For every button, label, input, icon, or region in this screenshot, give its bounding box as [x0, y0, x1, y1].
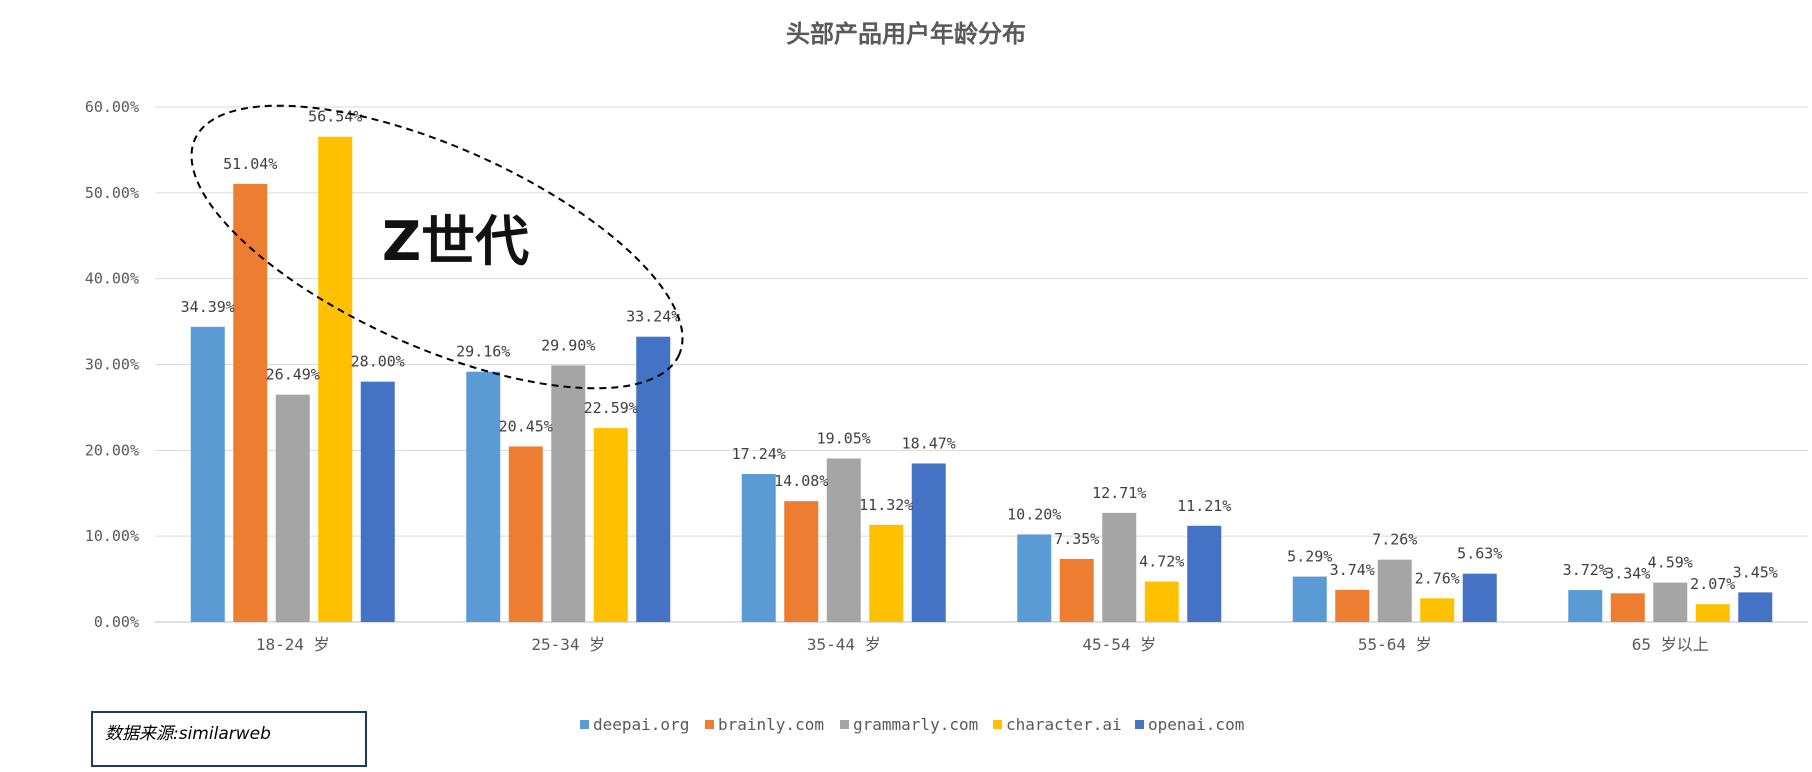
data-label: 3.45% — [1733, 563, 1778, 581]
z-generation-annotation: Z世代 — [382, 210, 529, 273]
legend-label: brainly.com — [718, 715, 824, 734]
data-label: 29.16% — [456, 343, 510, 361]
data-label: 5.29% — [1287, 548, 1332, 566]
bar-brainly-com — [508, 446, 543, 622]
data-label: 33.24% — [626, 308, 680, 326]
bar-openai-com — [1738, 592, 1773, 622]
bar-grammarly-com — [826, 458, 861, 622]
bar-grammarly-com — [1102, 512, 1137, 622]
data-label: 3.74% — [1330, 561, 1375, 579]
data-label: 4.72% — [1139, 552, 1184, 570]
bar-grammarly-com — [551, 365, 586, 622]
y-tick-label: 50.00% — [85, 184, 139, 202]
data-label: 2.07% — [1690, 575, 1735, 593]
bar-openai-com — [636, 336, 671, 622]
data-label: 14.08% — [774, 472, 828, 490]
bar-openai-com — [911, 463, 946, 622]
y-tick-label: 10.00% — [85, 527, 139, 545]
bar-deepai-org — [1017, 534, 1052, 622]
data-label: 20.45% — [499, 417, 553, 435]
data-label-group: 34.39% 29.16% 17.24% 10.20% 5.29% 3.72% 51.04%… — [181, 108, 1778, 594]
data-source-text: 数据来源:similarweb — [105, 724, 271, 744]
data-label: 7.35% — [1054, 530, 1099, 548]
data-label: 26.49% — [266, 366, 320, 384]
data-label: 7.26% — [1372, 531, 1417, 549]
data-label: 5.63% — [1457, 545, 1502, 563]
x-category-label: 25-34 岁 — [531, 635, 605, 654]
bar-character-ai — [1695, 604, 1730, 622]
x-category-label: 55-64 岁 — [1358, 635, 1432, 654]
legend-label: openai.com — [1148, 715, 1244, 734]
bar-deepai-org — [1568, 590, 1603, 622]
axis-group: 0.00% 10.00% 20.00% 30.00% 40.00% 50.00% 60.00… — [85, 98, 1709, 654]
data-label: 3.72% — [1563, 561, 1608, 579]
y-tick-label: 40.00% — [85, 270, 139, 288]
bar-character-ai — [1420, 598, 1455, 622]
legend-swatch — [840, 720, 849, 729]
data-label: 28.00% — [351, 353, 405, 371]
x-category-label: 35-44 岁 — [807, 635, 881, 654]
data-label: 4.59% — [1648, 554, 1693, 572]
data-label: 18.47% — [902, 434, 956, 452]
bar-deepai-org — [190, 326, 225, 622]
bar-grammarly-com — [1377, 559, 1412, 622]
data-label: 3.34% — [1605, 564, 1650, 582]
data-label: 11.21% — [1177, 497, 1231, 515]
legend-swatch — [1135, 720, 1144, 729]
y-tick-label: 60.00% — [85, 98, 139, 116]
data-label: 29.90% — [541, 336, 595, 354]
y-tick-label: 30.00% — [85, 356, 139, 374]
data-label: 34.39% — [181, 298, 235, 316]
data-label: 11.32% — [859, 496, 913, 514]
bar-series-group — [190, 136, 1773, 622]
bar-brainly-com — [1610, 593, 1645, 622]
bar-deepai-org — [741, 474, 776, 622]
y-tick-label: 20.00% — [85, 441, 139, 459]
data-label: 19.05% — [817, 429, 871, 447]
bar-openai-com — [1187, 525, 1222, 622]
bar-openai-com — [360, 381, 395, 622]
data-label: 2.76% — [1415, 569, 1460, 587]
bar-brainly-com — [233, 183, 268, 622]
bar-character-ai — [1144, 581, 1179, 622]
y-tick-label: 0.00% — [94, 613, 139, 631]
legend-swatch — [580, 720, 589, 729]
legend-label: grammarly.com — [853, 715, 978, 734]
legend-swatch — [705, 720, 714, 729]
bar-character-ai — [869, 524, 904, 622]
bar-character-ai — [318, 136, 353, 622]
legend-label: character.ai — [1006, 715, 1122, 734]
bar-deepai-org — [1292, 576, 1327, 622]
x-category-label: 18-24 岁 — [256, 635, 330, 654]
data-label: 56.54% — [308, 108, 362, 126]
bar-brainly-com — [1335, 589, 1370, 622]
bar-openai-com — [1462, 573, 1497, 622]
z-generation-ellipse — [190, 104, 684, 390]
bar-character-ai — [593, 428, 628, 622]
bar-brainly-com — [1059, 558, 1094, 622]
data-label: 51.04% — [223, 155, 277, 173]
legend-label: deepai.org — [593, 715, 689, 734]
x-category-label: 65 岁以上 — [1632, 635, 1709, 654]
data-label: 17.24% — [732, 445, 786, 463]
bar-brainly-com — [784, 501, 819, 622]
legend: deepai.org brainly.com grammarly.com charac… — [580, 715, 1244, 734]
bar-grammarly-com — [1653, 582, 1688, 622]
gridlines — [155, 106, 1808, 623]
legend-swatch — [993, 720, 1002, 729]
data-label: 22.59% — [584, 399, 638, 417]
bar-grammarly-com — [275, 394, 310, 622]
chart-title: 头部产品用户年龄分布 — [786, 20, 1026, 48]
data-label: 10.20% — [1007, 505, 1061, 523]
data-source-box: 数据来源:similarweb — [91, 711, 367, 767]
bar-deepai-org — [466, 371, 501, 622]
x-category-label: 45-54 岁 — [1082, 635, 1156, 654]
data-label: 12.71% — [1092, 484, 1146, 502]
